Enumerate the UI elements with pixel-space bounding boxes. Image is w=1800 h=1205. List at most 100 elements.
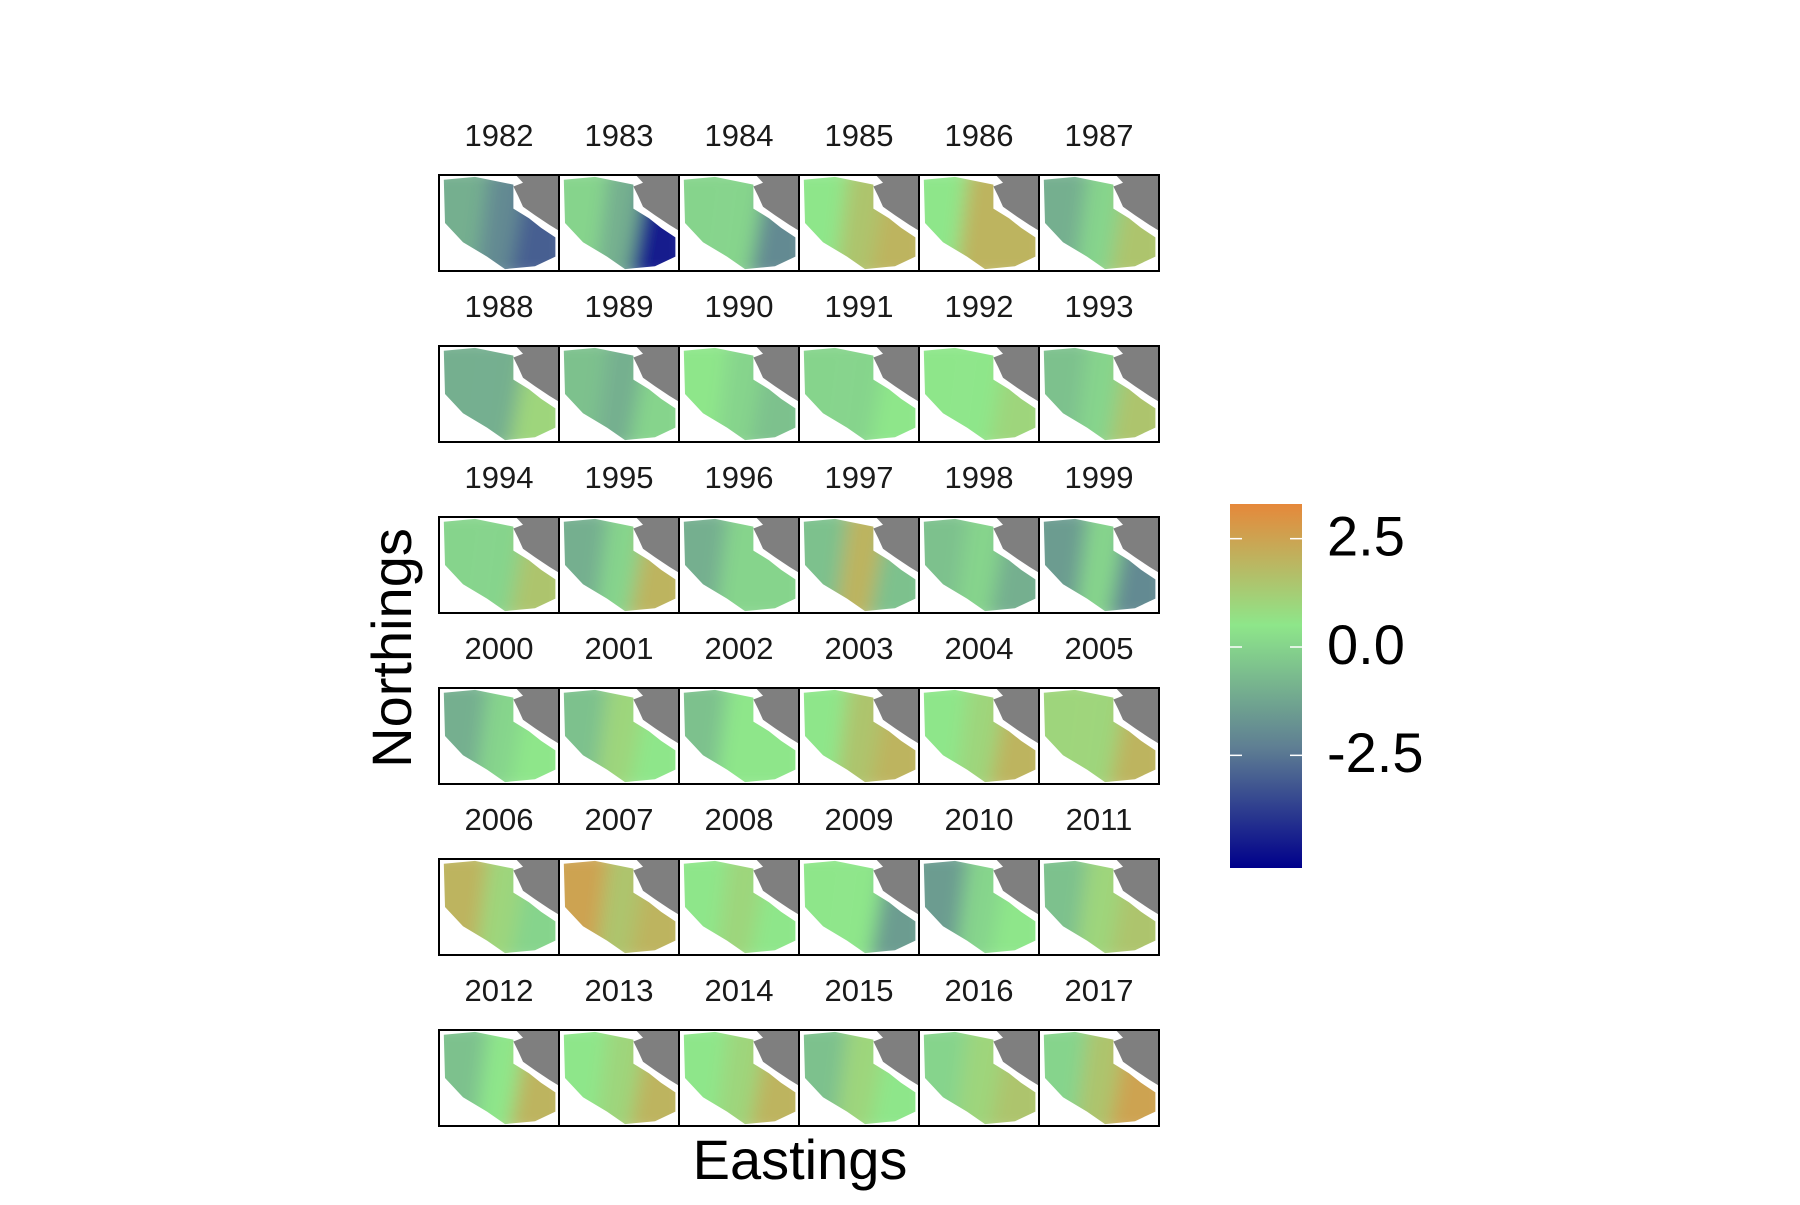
panel-title: 2005: [1065, 631, 1134, 666]
land: [1113, 1030, 1159, 1086]
panel: [678, 858, 800, 956]
land: [753, 517, 799, 573]
panel: [558, 516, 680, 614]
land: [1113, 175, 1159, 231]
panel: [1038, 516, 1160, 614]
panel: [1038, 345, 1160, 443]
land: [513, 688, 559, 744]
panel-title: 1985: [825, 118, 894, 153]
land: [1113, 688, 1159, 744]
panel-border: [1038, 687, 1160, 785]
panel-border: [1038, 345, 1160, 443]
panel: [798, 858, 920, 956]
panel-title: 2007: [585, 802, 654, 837]
land: [513, 346, 559, 402]
panel: [798, 345, 920, 443]
panel: [918, 345, 1040, 443]
panel: [678, 687, 800, 785]
panel: [918, 516, 1040, 614]
panel: [438, 1029, 560, 1127]
land: [873, 1030, 919, 1086]
panel: [558, 345, 680, 443]
x-axis-title: Eastings: [693, 1128, 908, 1191]
land: [753, 346, 799, 402]
panel: [1038, 174, 1160, 272]
panel: [798, 1029, 920, 1127]
panel-title: 1990: [705, 289, 774, 324]
panel-title: 2012: [465, 973, 534, 1008]
land: [513, 1030, 559, 1086]
panel-title: 1994: [465, 460, 534, 495]
panel: [678, 345, 800, 443]
panel: [678, 516, 800, 614]
panel-title: 2000: [465, 631, 534, 666]
panel: [798, 516, 920, 614]
land: [513, 517, 559, 573]
land: [873, 859, 919, 915]
land: [633, 517, 679, 573]
land: [753, 1030, 799, 1086]
panel-title: 2017: [1065, 973, 1134, 1008]
land: [993, 688, 1039, 744]
colorbar-tick-label: 0.0: [1327, 613, 1405, 676]
panel-title: 2015: [825, 973, 894, 1008]
panel: [1038, 687, 1160, 785]
panel-title: 2009: [825, 802, 894, 837]
panel: [918, 858, 1040, 956]
panel: [438, 516, 560, 614]
land: [633, 859, 679, 915]
panel-title: 1998: [945, 460, 1014, 495]
land: [873, 346, 919, 402]
land: [873, 175, 919, 231]
panel-border: [1038, 516, 1160, 614]
panel-title: 1991: [825, 289, 894, 324]
panel: [918, 174, 1040, 272]
land: [993, 175, 1039, 231]
panel-title: 2006: [465, 802, 534, 837]
panel-title: 1988: [465, 289, 534, 324]
panel-title: 2002: [705, 631, 774, 666]
panel-title: 2001: [585, 631, 654, 666]
land: [873, 688, 919, 744]
panel: [558, 858, 680, 956]
panel-title: 2016: [945, 973, 1014, 1008]
panel-title: 2013: [585, 973, 654, 1008]
panel-title: 2008: [705, 802, 774, 837]
panel-title: 1982: [465, 118, 534, 153]
panel: [918, 687, 1040, 785]
land: [633, 346, 679, 402]
land: [993, 1030, 1039, 1086]
panel-title: 1984: [705, 118, 774, 153]
panel: [798, 174, 920, 272]
panel-title: 2003: [825, 631, 894, 666]
panel-title: 2010: [945, 802, 1014, 837]
panel-border: [1038, 174, 1160, 272]
colorbar: [1230, 504, 1302, 868]
panel: [438, 345, 560, 443]
panel-title: 1997: [825, 460, 894, 495]
panel: [918, 1029, 1040, 1127]
panel: [438, 174, 560, 272]
land: [1113, 859, 1159, 915]
panel: [438, 858, 560, 956]
land: [513, 859, 559, 915]
land: [873, 517, 919, 573]
panel-title: 1993: [1065, 289, 1134, 324]
panel: [1038, 1029, 1160, 1127]
land: [993, 346, 1039, 402]
panel: [438, 687, 560, 785]
panel-title: 1996: [705, 460, 774, 495]
panel-title: 1983: [585, 118, 654, 153]
land: [633, 175, 679, 231]
panel: [798, 687, 920, 785]
y-axis-title: Northings: [360, 528, 423, 768]
panel-title: 1995: [585, 460, 654, 495]
panel-title: 1986: [945, 118, 1014, 153]
panel-border: [1038, 858, 1160, 956]
panel-title: 2014: [705, 973, 774, 1008]
land: [993, 859, 1039, 915]
panel-title: 1992: [945, 289, 1014, 324]
panel: [558, 174, 680, 272]
